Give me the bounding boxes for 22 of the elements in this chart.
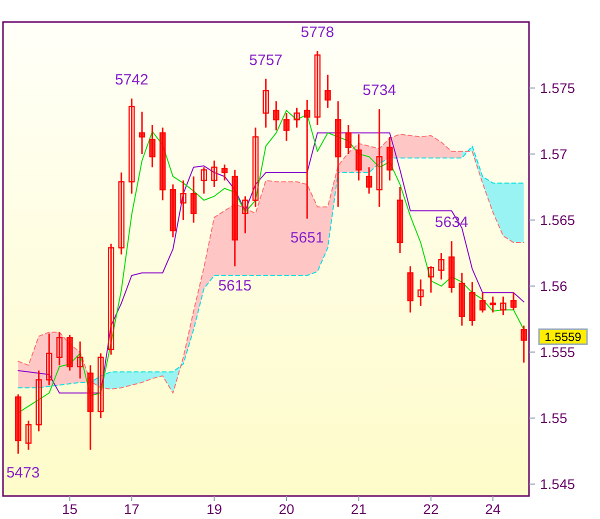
y-tick-label: 1.575 bbox=[540, 80, 576, 96]
annotation: 5778 bbox=[300, 24, 334, 42]
y-tick-label: 1.57 bbox=[540, 146, 568, 162]
x-tick-label: 15 bbox=[62, 501, 78, 517]
x-tick-label: 24 bbox=[485, 501, 501, 517]
y-tick-label: 1.56 bbox=[540, 278, 568, 294]
annotation: 5615 bbox=[218, 277, 252, 294]
annotation: 5473 bbox=[6, 464, 40, 482]
text: 1.5559 bbox=[544, 330, 582, 344]
x-tick-label: 17 bbox=[124, 501, 140, 517]
annotation: 5742 bbox=[114, 72, 148, 89]
y-tick-label: 1.545 bbox=[540, 476, 576, 492]
x-tick-label: 21 bbox=[350, 501, 367, 517]
y-tick-label: 1.565 bbox=[540, 212, 576, 228]
y-tick-label: 1.55 bbox=[540, 410, 568, 426]
x-tick-label: 19 bbox=[206, 501, 222, 517]
x-tick-label: 20 bbox=[278, 501, 294, 517]
annotation: 5734 bbox=[362, 82, 396, 100]
x-tick-label: 22 bbox=[423, 501, 439, 517]
annotation: 5651 bbox=[290, 230, 324, 247]
y-tick-label: 1.555 bbox=[540, 344, 576, 360]
annotation: 5757 bbox=[249, 52, 283, 69]
